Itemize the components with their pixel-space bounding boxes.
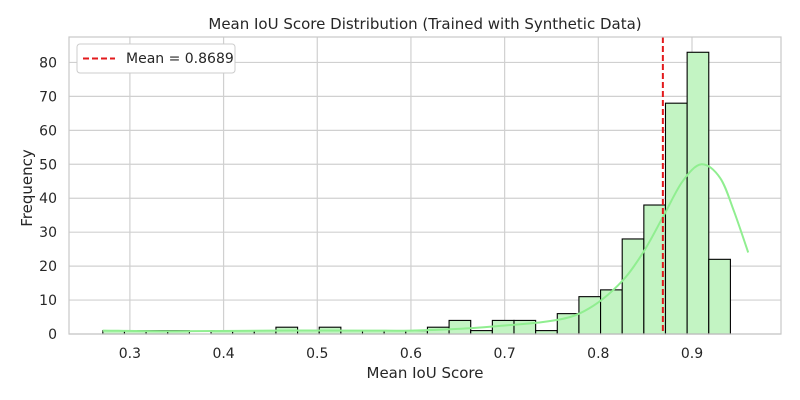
y-tick-label: 10 [39, 293, 57, 309]
plot-frame [68, 36, 782, 335]
y-tick-label: 0 [48, 327, 57, 343]
y-tick-label: 50 [39, 157, 57, 173]
histogram-bar [686, 51, 710, 335]
y-tick-label: 60 [39, 123, 57, 139]
y-tick-label: 20 [39, 259, 57, 275]
x-tick-label: 0.3 [119, 346, 141, 362]
x-tick-label: 0.4 [212, 346, 234, 362]
histogram-bar [600, 289, 623, 335]
x-tick-label: 0.5 [306, 346, 328, 362]
histogram-bar [448, 319, 472, 335]
y-tick-label: 30 [39, 225, 57, 241]
x-tick-label: 0.6 [400, 346, 422, 362]
x-tick-label: 0.9 [681, 346, 703, 362]
histogram-bar [664, 102, 688, 335]
y-axis-title: Frequency [18, 149, 36, 227]
kde-layer [102, 163, 750, 333]
histogram-bar [708, 258, 731, 335]
histogram-bars [102, 51, 731, 335]
chart-title: Mean IoU Score Distribution (Trained wit… [208, 15, 641, 33]
x-tick-label: 0.8 [587, 346, 609, 362]
histogram-bar [621, 238, 645, 335]
legend-mean-label: Mean = 0.8689 [126, 51, 234, 67]
y-tick-label: 70 [39, 89, 57, 105]
y-tick-labels: 0 10 20 30 40 50 60 70 80 [39, 55, 57, 343]
legend-box [76, 43, 236, 74]
kde-curve [102, 163, 750, 333]
y-tick-label: 40 [39, 191, 57, 207]
histogram-bar [643, 204, 667, 335]
x-tick-labels: 0.3 0.4 0.5 0.6 0.7 0.8 0.9 [119, 346, 703, 362]
y-tick-label: 80 [39, 55, 57, 71]
legend: Mean = 0.8689 [76, 43, 236, 74]
x-tick-label: 0.7 [493, 346, 515, 362]
x-axis-title: Mean IoU Score [367, 364, 484, 382]
